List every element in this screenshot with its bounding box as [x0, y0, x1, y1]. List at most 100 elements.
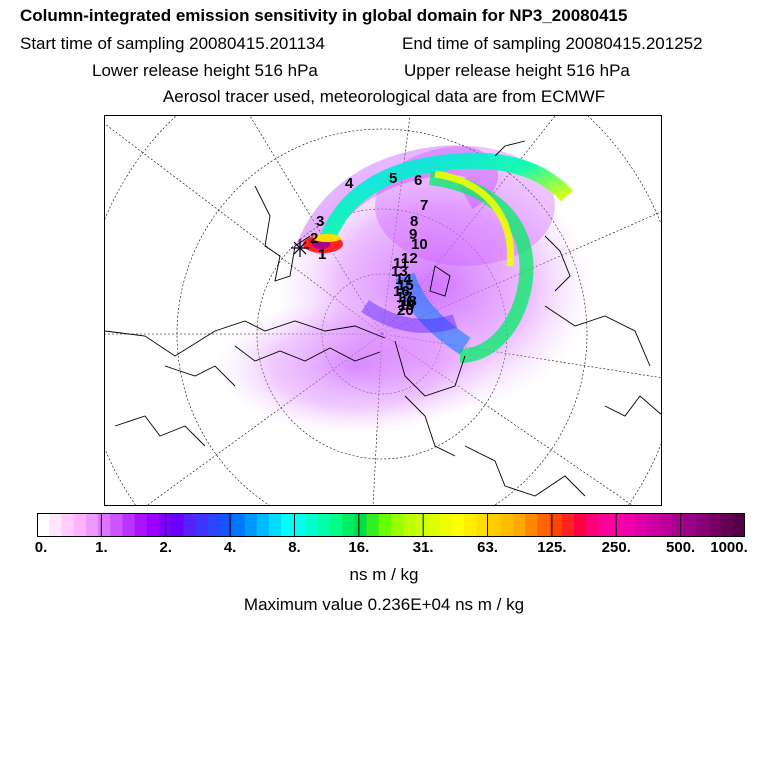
trajectory-label: 17: [396, 289, 413, 306]
colorbar-cell: [122, 513, 136, 537]
colorbar-cell: [354, 513, 368, 537]
trajectory-labels: 1 2 3 4 5 6 7 8 9 10 11 12 13 14 15 16 1…: [310, 170, 428, 319]
colorbar-cell: [464, 513, 477, 537]
colorbar-cell: [574, 513, 587, 537]
colorbar-cell: [403, 513, 416, 537]
colorbar-cell: [293, 513, 307, 537]
trajectory-label: 6: [414, 172, 422, 189]
colorbar-cell: [183, 513, 197, 537]
colorbar-cell: [513, 513, 526, 537]
colorbar-cell: [98, 513, 111, 537]
trajectory-label: 3: [316, 213, 324, 230]
colorbar-cell: [61, 513, 75, 537]
trajectory-label: 2: [310, 230, 318, 247]
colorbar: [37, 513, 745, 537]
trajectory-label: 15: [397, 277, 414, 294]
colorbar-cell: [452, 513, 465, 537]
colorbar-tick-label: 0.: [34, 539, 48, 556]
colorbar-tick-label: 63.: [477, 539, 498, 556]
colorbar-cell: [232, 513, 246, 537]
colorbar-cell: [488, 513, 502, 537]
colorbar-cell: [244, 513, 258, 537]
lower-release-label: Lower release height 516 hPa: [92, 61, 318, 80]
colorbar-cell: [342, 513, 355, 537]
colorbar-tick-label: 125.: [537, 539, 567, 556]
polar-map: 1 2 3 4 5 6 7 8 9 10 11 12 13 14 15 16 1…: [105, 116, 661, 505]
trajectory-label: 18: [400, 293, 417, 310]
colorbar-cell: [549, 513, 563, 537]
colorbar-cell: [37, 513, 50, 537]
colorbar-cell: [586, 513, 600, 537]
colorbar-cell: [49, 513, 62, 537]
colorbar-cell: [207, 513, 221, 537]
colorbar-cell: [525, 513, 538, 537]
colorbar-cell: [110, 513, 123, 537]
colorbar-cell: [635, 513, 648, 537]
trajectory-label: 10: [411, 236, 428, 253]
colorbar-cell: [598, 513, 612, 537]
trajectory-label: 16: [393, 283, 410, 300]
colorbar-cell: [610, 513, 624, 537]
colorbar-cell: [415, 513, 429, 537]
colorbar-cell: [500, 513, 514, 537]
trajectory-label: 19: [398, 297, 415, 314]
maximum-value-label: Maximum value 0.236E+04 ns m / kg: [243, 595, 525, 614]
trajectory-label: 12: [401, 250, 418, 267]
trajectory-label: 4: [345, 175, 354, 192]
upper-release-label: Upper release height 516 hPa: [404, 61, 630, 80]
colorbar-cell: [268, 513, 282, 537]
coastlines: [105, 140, 661, 497]
trajectory-label: 5: [389, 170, 397, 187]
colorbar-cell: [378, 513, 392, 537]
colorbar-cell: [537, 513, 551, 537]
colorbar-units: ns m / kg: [349, 565, 419, 584]
map-panel: 1 2 3 4 5 6 7 8 9 10 11 12 13 14 15 16 1…: [104, 115, 662, 506]
chart-title: Column-integrated emission sensitivity i…: [20, 6, 628, 25]
trajectory-label: 7: [420, 197, 428, 214]
colorbar-tick-label: 4.: [223, 539, 237, 556]
colorbar-cell: [134, 513, 148, 537]
trajectory-label: 9: [409, 226, 417, 243]
colorbar-cell: [305, 513, 319, 537]
colorbar-tick-label: 1000.: [710, 539, 748, 556]
colorbar-cells: [37, 513, 745, 537]
colorbar-tick-label: 8.: [288, 539, 301, 556]
end-time-label: End time of sampling 20080415.201252: [402, 34, 703, 53]
trajectory-label: 13: [391, 263, 408, 280]
colorbar-cell: [708, 513, 722, 537]
colorbar-cell: [146, 513, 160, 537]
colorbar-cell: [366, 513, 380, 537]
sensitivity-field: [215, 145, 595, 436]
colorbar-cell: [732, 513, 745, 537]
trajectory-label: 1: [318, 246, 326, 263]
colorbar-cell: [671, 513, 685, 537]
colorbar-tick-label: 2.: [159, 539, 172, 556]
colorbar-tick-label: 1.: [95, 539, 108, 556]
colorbar-cell: [476, 513, 490, 537]
colorbar-tick-label: 500.: [666, 539, 696, 556]
release-point-icon: [291, 239, 309, 257]
colorbar-cell: [427, 513, 441, 537]
colorbar-cell: [195, 513, 209, 537]
trajectory-label: 14: [395, 271, 412, 288]
colorbar-cell: [73, 513, 87, 537]
colorbar-cell: [85, 513, 99, 537]
colorbar-cell: [659, 513, 673, 537]
colorbar-cell: [683, 513, 697, 537]
colorbar-cell: [439, 513, 453, 537]
colorbar-tick-label: 31.: [412, 539, 434, 556]
colorbar-cell: [220, 513, 233, 537]
colorbar-cell: [720, 513, 734, 537]
colorbar-cell: [256, 513, 270, 537]
colorbar-cell: [696, 513, 709, 537]
colorbar-cell: [317, 513, 331, 537]
start-time-label: Start time of sampling 20080415.201134: [20, 34, 325, 53]
aerosol-label: Aerosol tracer used, meteorological data…: [162, 87, 606, 106]
trajectory-label: 8: [410, 213, 418, 230]
colorbar-cell: [391, 513, 404, 537]
colorbar-cell: [281, 513, 294, 537]
colorbar-cell: [171, 513, 184, 537]
colorbar-cell: [622, 513, 636, 537]
colorbar-tick-label: 16.: [348, 539, 370, 556]
trajectory-label: 20: [397, 302, 414, 319]
